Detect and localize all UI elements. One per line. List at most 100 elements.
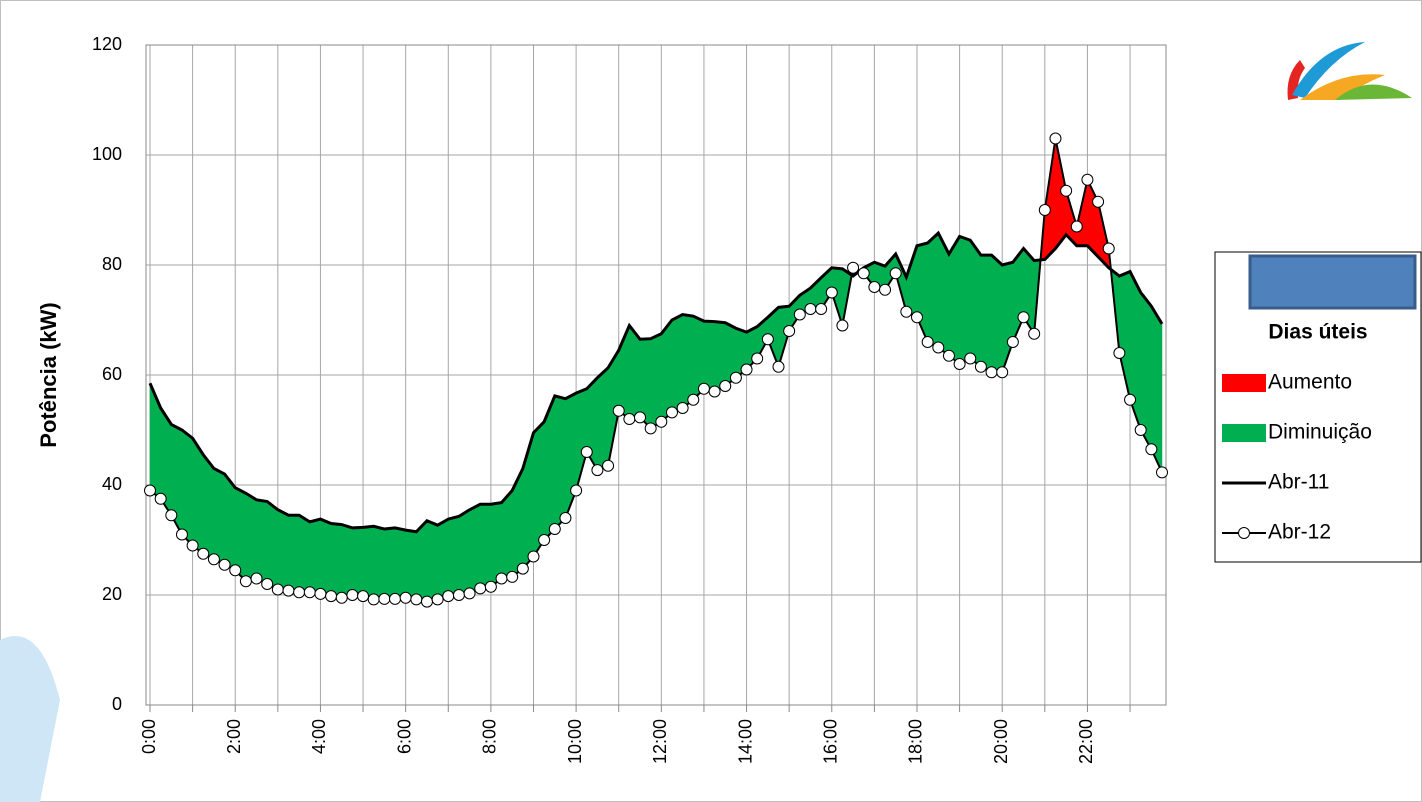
point xyxy=(154,492,167,505)
y-tick-label: 60 xyxy=(102,364,122,384)
point xyxy=(399,591,412,604)
difference-fill xyxy=(661,319,673,423)
point xyxy=(634,411,647,424)
legend-header xyxy=(1248,254,1417,310)
difference-fill xyxy=(245,492,257,582)
point xyxy=(1124,393,1137,406)
difference-fill xyxy=(469,503,481,594)
difference-fill xyxy=(948,235,960,365)
point xyxy=(985,366,998,379)
point xyxy=(879,283,892,296)
point xyxy=(974,360,987,373)
point xyxy=(548,523,561,535)
point xyxy=(761,333,774,346)
point xyxy=(463,587,476,600)
point xyxy=(804,303,817,315)
legend-swatch xyxy=(1222,424,1266,442)
point xyxy=(772,360,785,373)
difference-fill xyxy=(394,527,406,600)
point xyxy=(357,590,370,603)
legend-label: Aumento xyxy=(1268,371,1352,394)
point xyxy=(207,553,220,566)
difference-fill xyxy=(671,314,683,413)
point xyxy=(793,308,806,321)
point xyxy=(612,404,625,417)
legend-label: Abr-12 xyxy=(1268,521,1331,544)
difference-fill xyxy=(181,429,193,547)
point xyxy=(1092,195,1105,208)
point xyxy=(271,583,284,596)
y-tick-label: 80 xyxy=(102,254,122,274)
point xyxy=(1060,184,1073,197)
point xyxy=(719,380,732,392)
point xyxy=(570,484,583,497)
x-tick-label: 2:00 xyxy=(224,719,244,754)
point xyxy=(559,512,572,524)
x-tick-label: 6:00 xyxy=(394,719,414,754)
difference-fill xyxy=(991,254,1003,373)
point xyxy=(442,590,455,603)
x-tick-label: 20:00 xyxy=(991,719,1011,764)
point xyxy=(261,578,274,590)
point xyxy=(303,586,316,599)
difference-fill xyxy=(970,239,982,368)
point xyxy=(346,589,359,601)
point xyxy=(591,464,604,477)
point xyxy=(889,267,902,280)
point xyxy=(378,592,391,605)
y-axis-label: Potência (kW) xyxy=(36,302,61,447)
decoration xyxy=(0,636,60,802)
point xyxy=(144,484,156,497)
difference-fill xyxy=(213,468,225,566)
point xyxy=(655,415,668,428)
point xyxy=(239,575,252,588)
point xyxy=(783,325,796,337)
difference-fill xyxy=(458,509,470,596)
legend-marker xyxy=(1238,527,1250,539)
difference-fill xyxy=(203,454,215,560)
point xyxy=(1145,443,1158,456)
point xyxy=(644,422,657,435)
point xyxy=(900,305,913,318)
point xyxy=(687,393,700,406)
point xyxy=(1049,132,1062,145)
difference-fill xyxy=(266,500,279,590)
point xyxy=(729,371,742,384)
point xyxy=(527,550,540,563)
point xyxy=(229,564,242,577)
y-tick-label: 0 xyxy=(112,694,122,714)
x-tick-label: 18:00 xyxy=(906,719,926,764)
difference-fill xyxy=(330,523,342,599)
point xyxy=(676,402,689,414)
difference-fill xyxy=(298,514,311,593)
difference-fill xyxy=(362,525,374,600)
point xyxy=(218,558,231,571)
difference-fill xyxy=(597,367,609,471)
difference-fill xyxy=(256,499,268,585)
point xyxy=(1070,220,1083,233)
point xyxy=(847,261,860,274)
point xyxy=(665,406,678,419)
legend-label: Diminuição xyxy=(1268,421,1372,444)
point xyxy=(996,366,1009,379)
difference-fill xyxy=(927,232,939,348)
difference-fill xyxy=(437,518,449,600)
point xyxy=(1134,424,1147,436)
difference-fill xyxy=(288,515,300,593)
point xyxy=(410,593,423,606)
point xyxy=(325,590,338,603)
difference-fill xyxy=(384,527,396,600)
point xyxy=(314,587,327,600)
point xyxy=(1006,336,1019,348)
point xyxy=(538,534,551,546)
point xyxy=(1156,466,1168,479)
point xyxy=(623,413,636,425)
point xyxy=(484,580,497,593)
point xyxy=(506,570,519,583)
point xyxy=(1017,311,1030,324)
point xyxy=(367,593,380,606)
difference-fill xyxy=(479,504,492,589)
point xyxy=(1113,347,1126,359)
